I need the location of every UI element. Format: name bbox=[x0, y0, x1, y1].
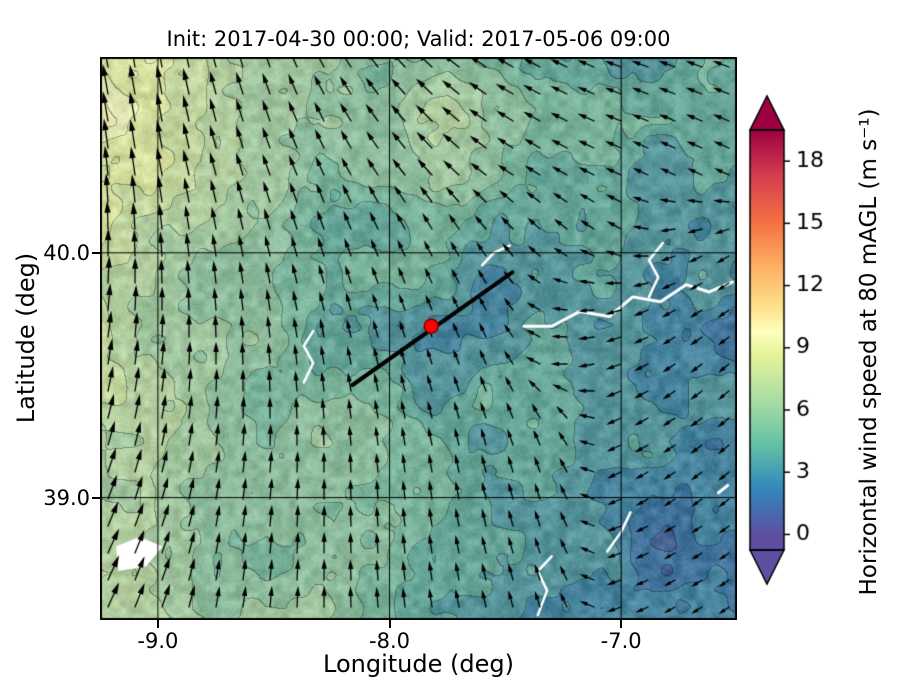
y-tick-label: 39.0 bbox=[43, 485, 90, 510]
x-tick-mark bbox=[620, 620, 623, 628]
y-tick-label: 40.0 bbox=[43, 240, 90, 265]
x-tick-mark bbox=[156, 620, 159, 628]
y-axis-label: Latitude (deg) bbox=[12, 252, 40, 424]
x-tick-label: -9.0 bbox=[137, 629, 179, 653]
wind-speed-map bbox=[100, 57, 737, 620]
x-axis-label: Longitude (deg) bbox=[323, 650, 514, 678]
y-tick-mark bbox=[92, 496, 100, 499]
figure-title: Init: 2017-04-30 00:00; Valid: 2017-05-0… bbox=[166, 27, 671, 51]
x-tick-label: -8.0 bbox=[369, 629, 411, 653]
x-tick-label: -7.0 bbox=[600, 629, 642, 653]
colorbar bbox=[742, 68, 892, 628]
colorbar-label: Horizontal wind speed at 80 mAGL (m s⁻¹) bbox=[856, 108, 882, 596]
x-tick-mark bbox=[388, 620, 391, 628]
y-tick-mark bbox=[92, 251, 100, 254]
